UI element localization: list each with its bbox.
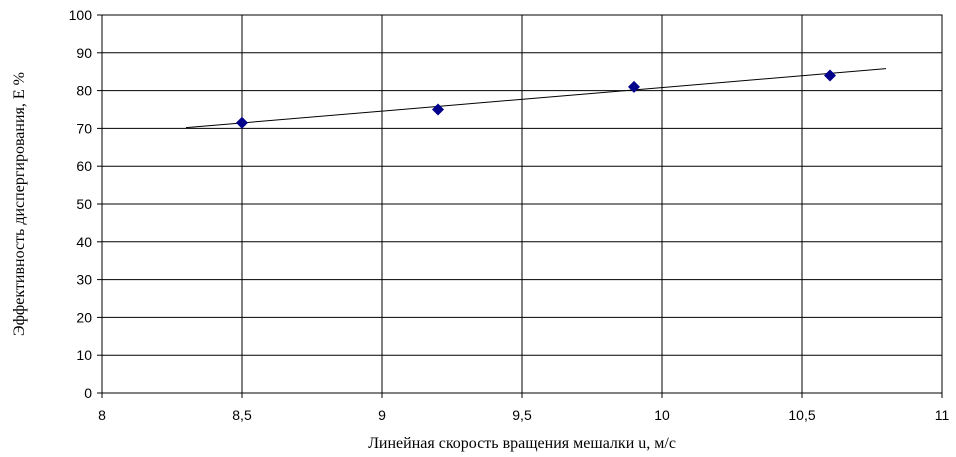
y-tick-label: 40: [76, 234, 92, 250]
y-tick-label: 90: [76, 45, 92, 61]
data-point: [824, 69, 836, 82]
x-axis-label: Линейная скорость вращения мешалки u, м/…: [368, 435, 676, 452]
y-axis-ticks: 0 10 20 30 40 50 60 70 80 90 100: [69, 7, 102, 401]
x-tick-label: 8: [98, 407, 106, 423]
x-tick-label: 10,5: [788, 407, 815, 423]
y-tick-label: 70: [76, 120, 92, 136]
y-tick-label: 100: [69, 7, 93, 23]
x-tick-label: 9,5: [512, 407, 532, 423]
x-tick-label: 8,5: [232, 407, 252, 423]
x-tick-label: 9: [378, 407, 386, 423]
x-tick-label: 11: [935, 407, 950, 423]
y-tick-label: 0: [84, 385, 92, 401]
data-point: [236, 116, 248, 129]
y-tick-label: 30: [76, 272, 92, 288]
data-point: [628, 80, 640, 93]
trendline: [185, 68, 887, 129]
y-tick-label: 50: [76, 196, 92, 212]
data-points: [236, 69, 836, 129]
data-point: [432, 103, 444, 116]
x-axis-ticks: 8 8,5 9 9,5 10 10,5 11: [98, 393, 949, 423]
grid-lines: [101, 14, 943, 394]
y-axis-label: Эффективность диспергирования, Е %: [11, 72, 28, 336]
x-tick-label: 10: [654, 407, 670, 423]
y-tick-label: 20: [76, 309, 92, 325]
y-tick-label: 80: [76, 83, 92, 99]
y-tick-label: 60: [76, 158, 92, 174]
y-tick-label: 10: [76, 347, 92, 363]
